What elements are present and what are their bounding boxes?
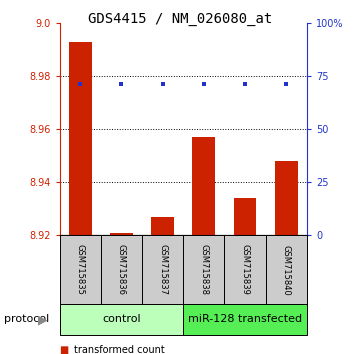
- Bar: [142, 235, 183, 304]
- Bar: [183, 304, 307, 335]
- Bar: [225, 235, 266, 304]
- Bar: [110, 233, 133, 235]
- Bar: [60, 235, 101, 304]
- Text: GSM715840: GSM715840: [282, 245, 291, 295]
- Bar: [151, 217, 174, 235]
- Bar: [266, 235, 307, 304]
- Bar: [192, 137, 215, 235]
- Text: control: control: [102, 314, 141, 325]
- Bar: [60, 304, 183, 335]
- Text: ▶: ▶: [38, 313, 47, 326]
- Text: transformed count: transformed count: [74, 346, 165, 354]
- Text: GSM715835: GSM715835: [76, 245, 85, 295]
- Bar: [101, 235, 142, 304]
- Text: miR-128 transfected: miR-128 transfected: [188, 314, 302, 325]
- Text: ■: ■: [60, 346, 69, 354]
- Text: protocol: protocol: [4, 314, 49, 325]
- Text: GSM715839: GSM715839: [240, 245, 249, 295]
- Bar: [234, 198, 256, 235]
- Text: GSM715836: GSM715836: [117, 244, 126, 296]
- Bar: [69, 41, 91, 235]
- Text: GSM715838: GSM715838: [199, 244, 208, 296]
- Text: GDS4415 / NM_026080_at: GDS4415 / NM_026080_at: [88, 12, 273, 27]
- Bar: [275, 161, 297, 235]
- Bar: [183, 235, 225, 304]
- Text: GSM715837: GSM715837: [158, 244, 167, 296]
